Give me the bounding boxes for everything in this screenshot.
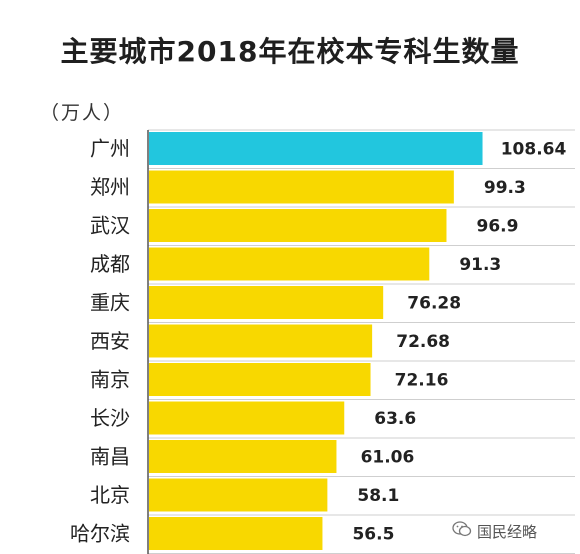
value-label: 96.9 bbox=[477, 217, 519, 237]
bar bbox=[149, 363, 371, 396]
bar bbox=[149, 209, 447, 242]
value-label: 58.1 bbox=[357, 486, 399, 506]
bar bbox=[149, 324, 373, 358]
value-label-box bbox=[326, 519, 411, 548]
category-label: 南京 bbox=[90, 368, 130, 392]
unit-label: （万人） bbox=[40, 102, 125, 124]
value-label: 108.64 bbox=[501, 140, 567, 160]
category-label: 西安 bbox=[90, 329, 130, 353]
category-label: 广州 bbox=[90, 137, 130, 161]
category-label: 北京 bbox=[90, 483, 130, 507]
value-label-box bbox=[340, 442, 425, 471]
value-label: 56.5 bbox=[352, 525, 394, 545]
value-label-box bbox=[376, 326, 461, 356]
bar bbox=[149, 247, 430, 281]
value-label-box bbox=[450, 211, 535, 240]
bar bbox=[149, 170, 454, 204]
category-label: 郑州 bbox=[90, 175, 130, 199]
category-label: 哈尔滨 bbox=[70, 522, 130, 546]
category-label: 重庆 bbox=[90, 291, 130, 315]
bar bbox=[149, 401, 345, 435]
category-label: 成都 bbox=[90, 252, 130, 276]
value-label-box bbox=[387, 288, 472, 317]
chart-title: 主要城市2018年在校本专科生数量 bbox=[60, 35, 520, 68]
wechat-icon bbox=[452, 521, 472, 537]
watermark-text: 国民经略 bbox=[474, 520, 541, 543]
value-label-box bbox=[331, 480, 416, 510]
category-label: 南昌 bbox=[90, 445, 130, 469]
value-label: 99.3 bbox=[484, 178, 526, 198]
value-label-box bbox=[457, 172, 542, 202]
value-label-box bbox=[486, 134, 571, 163]
value-label-box bbox=[374, 365, 459, 394]
value-label: 61.06 bbox=[361, 448, 415, 468]
value-label: 76.28 bbox=[407, 294, 461, 314]
value-label: 72.68 bbox=[396, 332, 450, 352]
value-label: 91.3 bbox=[459, 255, 501, 275]
value-label-box bbox=[348, 403, 433, 433]
bar bbox=[149, 517, 323, 550]
category-label: 武汉 bbox=[90, 214, 130, 238]
bar bbox=[149, 132, 483, 165]
value-label: 63.6 bbox=[374, 409, 416, 429]
bar bbox=[149, 286, 384, 319]
bar bbox=[149, 440, 337, 473]
value-label: 72.16 bbox=[395, 371, 449, 391]
category-label: 长沙 bbox=[90, 406, 130, 430]
bar bbox=[149, 478, 328, 512]
value-label-box bbox=[433, 249, 518, 279]
